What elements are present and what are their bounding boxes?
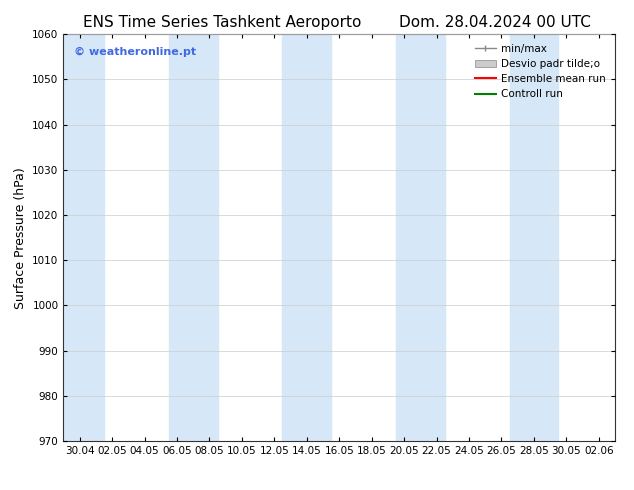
Legend: min/max, Desvio padr tilde;o, Ensemble mean run, Controll run: min/max, Desvio padr tilde;o, Ensemble m…	[470, 40, 610, 103]
Text: ENS Time Series Tashkent Aeroporto: ENS Time Series Tashkent Aeroporto	[82, 15, 361, 30]
Bar	[55, 34, 104, 441]
Y-axis label: Surface Pressure (hPa): Surface Pressure (hPa)	[14, 167, 27, 309]
Text: © weatheronline.pt: © weatheronline.pt	[74, 47, 197, 56]
Bar	[396, 34, 444, 441]
Bar	[169, 34, 217, 441]
Bar	[282, 34, 331, 441]
Text: Dom. 28.04.2024 00 UTC: Dom. 28.04.2024 00 UTC	[399, 15, 590, 30]
Bar	[510, 34, 558, 441]
